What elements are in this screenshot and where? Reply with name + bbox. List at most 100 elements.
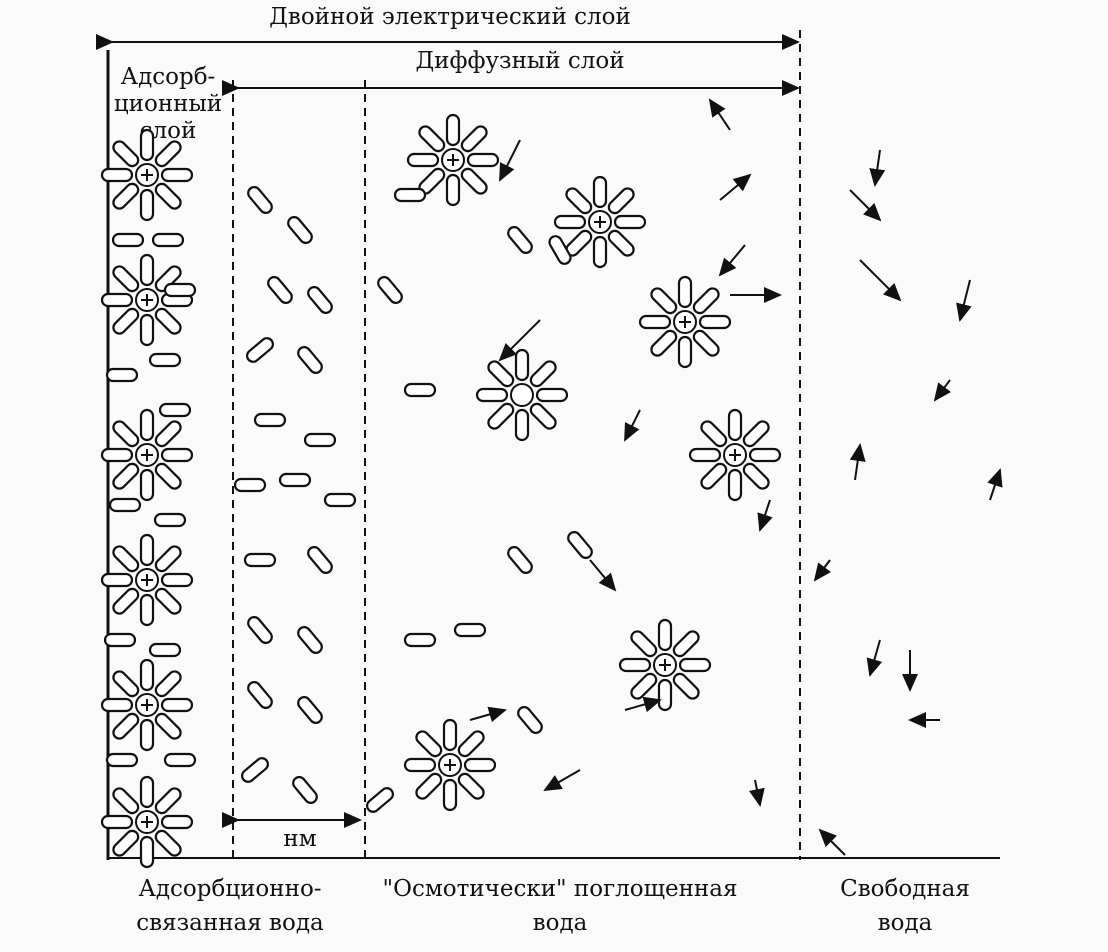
- plus: [141, 449, 153, 461]
- water-dipole: [517, 706, 543, 734]
- water-dipole: [507, 546, 533, 574]
- water-dipole: [377, 276, 403, 304]
- water-dipole: [108, 497, 142, 513]
- water-dipole: [403, 757, 437, 773]
- water-dipole: [692, 287, 720, 315]
- water-dipole: [139, 533, 155, 567]
- water-dipole: [112, 307, 140, 335]
- water-dipole: [154, 182, 182, 210]
- water-dipole: [650, 287, 678, 315]
- motion-arrow: [933, 379, 951, 402]
- water-dipole: [160, 572, 194, 588]
- water-dipole: [139, 835, 155, 869]
- water-dipole: [154, 307, 182, 335]
- water-dipole: [567, 531, 593, 559]
- motion-arrow: [813, 559, 831, 582]
- water-dipole: [139, 313, 155, 347]
- zone-label: вода: [533, 910, 588, 936]
- water-dipole: [535, 387, 569, 403]
- motion-arrow: [624, 409, 641, 442]
- motion-arrow: [708, 98, 731, 131]
- hydrated-ion: [618, 618, 712, 712]
- water-dipole: [267, 276, 293, 304]
- water-dipole: [247, 186, 273, 214]
- water-dipole: [243, 552, 277, 568]
- motion-arrow: [749, 779, 765, 807]
- motion-arrow: [869, 149, 886, 187]
- water-dipole: [672, 630, 700, 658]
- water-dipole: [630, 672, 658, 700]
- water-dipole: [233, 477, 267, 493]
- water-dipole: [160, 447, 194, 463]
- hydrated-ion: [100, 408, 194, 502]
- water-dipole: [160, 167, 194, 183]
- water-dipole: [307, 286, 333, 314]
- plus: [679, 316, 691, 328]
- water-dipole: [672, 672, 700, 700]
- water-dipole: [688, 447, 722, 463]
- water-dipole: [253, 412, 287, 428]
- water-dipole: [650, 329, 678, 357]
- water-dipole: [241, 757, 269, 783]
- water-dipole: [548, 235, 572, 265]
- water-dipole: [103, 632, 137, 648]
- plus: [659, 659, 671, 671]
- hydrated-ion: [688, 408, 782, 502]
- water-dipole: [297, 696, 323, 724]
- water-dipole: [154, 712, 182, 740]
- motion-arrow: [956, 279, 972, 322]
- water-dipole: [112, 420, 140, 448]
- title: Двойной электрический слой: [269, 4, 631, 30]
- water-dipole: [112, 462, 140, 490]
- water-dipole: [139, 775, 155, 809]
- water-dipole: [112, 829, 140, 857]
- motion-arrow: [719, 173, 752, 201]
- water-dipole: [613, 214, 647, 230]
- water-dipole: [154, 829, 182, 857]
- water-dipole: [618, 657, 652, 673]
- water-dipole: [415, 730, 443, 758]
- water-dipole: [100, 447, 134, 463]
- plus: [729, 449, 741, 461]
- particles: [100, 98, 1003, 869]
- water-dipole: [112, 587, 140, 615]
- water-dipole: [154, 670, 182, 698]
- motion-arrow: [469, 706, 507, 723]
- water-dipole: [727, 468, 743, 502]
- water-dipole: [160, 814, 194, 830]
- water-dipole: [507, 226, 533, 254]
- water-dipole: [154, 587, 182, 615]
- water-dipole: [592, 235, 608, 269]
- motion-arrow: [866, 639, 883, 677]
- water-dipole: [553, 214, 587, 230]
- water-dipole: [592, 175, 608, 209]
- water-dipole: [292, 776, 318, 804]
- water-dipole: [514, 348, 530, 382]
- scale-label: нм: [283, 826, 316, 852]
- water-dipole: [148, 642, 182, 658]
- water-dipole: [445, 173, 461, 207]
- water-dipole: [139, 468, 155, 502]
- plus: [141, 294, 153, 306]
- motion-arrow: [987, 468, 1003, 501]
- subtitle: Диффузный слой: [415, 48, 624, 74]
- water-dipole: [112, 545, 140, 573]
- water-dipole: [154, 140, 182, 168]
- water-dipole: [278, 472, 312, 488]
- plus: [141, 574, 153, 586]
- motion-arrow: [589, 559, 617, 592]
- water-dipole: [529, 402, 557, 430]
- water-dipole: [742, 420, 770, 448]
- water-dipole: [607, 229, 635, 257]
- water-dipole: [139, 188, 155, 222]
- water-dipole: [638, 314, 672, 330]
- water-dipole: [677, 335, 693, 369]
- water-dipole: [139, 253, 155, 287]
- water-dipole: [139, 593, 155, 627]
- water-dipole: [700, 462, 728, 490]
- water-dipole: [514, 408, 530, 442]
- water-dipole: [246, 337, 274, 363]
- water-dipole: [445, 113, 461, 147]
- water-dipole: [307, 546, 333, 574]
- water-dipole: [105, 752, 139, 768]
